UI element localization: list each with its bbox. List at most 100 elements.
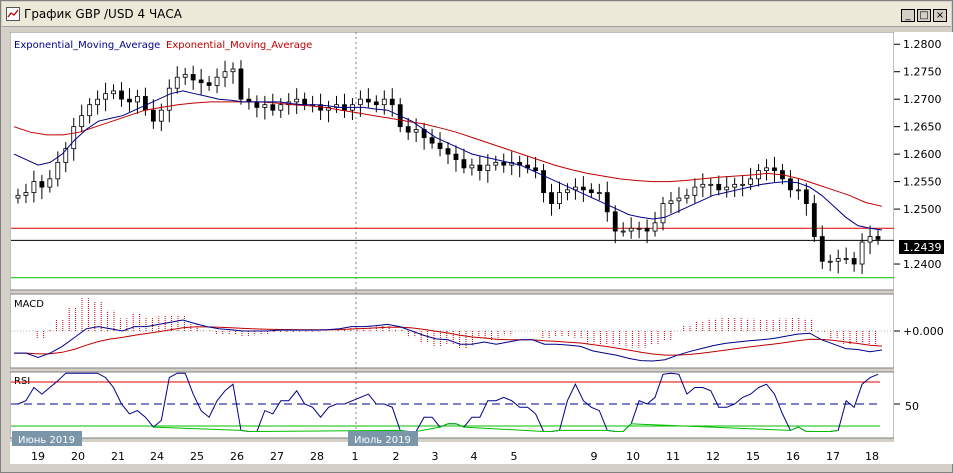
y-tick-label: 1.2550 (903, 176, 942, 189)
candle-body (302, 98, 308, 106)
close-button[interactable]: × (933, 9, 947, 22)
candle-body (596, 192, 602, 194)
x-tick-label: 15 (746, 450, 760, 463)
candle-body (445, 148, 451, 155)
main-panel[interactable] (10, 32, 895, 291)
chart-area[interactable]: Exponential_Moving_Average Exponential_M… (10, 32, 953, 464)
month-tag-july-text: Июль 2019 (354, 435, 411, 446)
x-tick-label: 9 (591, 450, 598, 463)
x-tick-label: 26 (230, 450, 244, 463)
candle-body (461, 159, 467, 169)
candle-body (230, 68, 236, 73)
candle-body (764, 167, 769, 172)
candle-body (692, 186, 698, 196)
month-tag-july (348, 431, 418, 446)
minimize-button[interactable]: _ (901, 9, 915, 22)
candle-body (39, 181, 45, 188)
time-scale (10, 442, 953, 464)
candle-body (660, 203, 666, 224)
candle-body (668, 200, 674, 204)
candle-body (740, 183, 746, 186)
candle-body (55, 161, 61, 180)
maximize-button[interactable]: □ (917, 9, 931, 22)
candle-body (373, 101, 379, 106)
candle-body (174, 76, 180, 89)
candle-body (549, 192, 554, 204)
x-tick-label: 10 (626, 450, 640, 463)
x-tick-label: 5 (511, 450, 518, 463)
rsi-level-value: 50 (905, 400, 919, 413)
title-bar[interactable]: График GBP /USD 4 ЧАСА _ □ × (2, 2, 951, 27)
candle-body (819, 236, 825, 262)
candle-body (270, 104, 276, 111)
current-price-label: 1.2439 (903, 241, 942, 254)
x-tick-label: 19 (31, 450, 45, 463)
candle-body (182, 74, 188, 78)
candle-body (684, 194, 690, 199)
y-tick-label: 1.2750 (903, 66, 942, 79)
candle-body (31, 181, 37, 193)
candle-body (95, 98, 101, 106)
y-tick-label: 1.2600 (903, 148, 942, 161)
candle-body (206, 82, 212, 86)
price-chart[interactable]: Exponential_Moving_Average Exponential_M… (10, 32, 953, 464)
y-tick-label: 1.2800 (903, 38, 942, 51)
candle-body (557, 192, 562, 204)
candle-body (381, 98, 387, 106)
candle-body (501, 161, 507, 166)
candle-body (119, 90, 124, 100)
x-axis-labels: 19 20 21 24 25 26 27 28 1 2 3 4 5 9 10 11 12 15 16 17 18 (31, 450, 879, 463)
y-tick-label: 1.2400 (903, 258, 942, 271)
candle-body (222, 71, 228, 78)
candle-body (525, 164, 531, 169)
candle-body (788, 178, 793, 191)
candle-body (190, 74, 196, 81)
candle-body (533, 167, 538, 172)
candle-body (795, 189, 801, 192)
candle-body (732, 183, 738, 188)
candle-body (405, 126, 411, 133)
candle-body (358, 98, 363, 106)
candle-body (63, 148, 69, 163)
candle-body (612, 211, 618, 232)
candle-body (604, 192, 610, 213)
x-tick-label: 27 (270, 450, 284, 463)
x-tick-label: 17 (826, 450, 840, 463)
candle-body (588, 189, 594, 193)
candle-body (103, 93, 108, 100)
x-tick-label: 3 (432, 450, 439, 463)
y-tick-label: 1.2500 (903, 203, 942, 216)
x-tick-label: 28 (310, 450, 324, 463)
y-tick-label: 1.2700 (903, 93, 942, 106)
candle-body (580, 186, 586, 191)
y-tick-label: 1.2650 (903, 121, 942, 134)
legend-ema-fast: Exponential_Moving_Average (14, 40, 160, 51)
window-title: График GBP /USD 4 ЧАСА (24, 7, 182, 21)
candle-body (127, 98, 132, 103)
candle-body (254, 101, 260, 108)
candle-body (87, 104, 93, 117)
candle-body (71, 126, 77, 150)
candle-body (541, 170, 546, 193)
x-tick-label: 21 (111, 450, 125, 463)
candle-body (700, 183, 706, 188)
macd-main-line (14, 319, 883, 362)
candle-body (262, 104, 268, 108)
candle-body (676, 197, 682, 202)
candle-body (644, 227, 650, 232)
x-tick-label: 25 (190, 450, 204, 463)
candle-body (111, 90, 116, 95)
candle-body (469, 164, 475, 169)
candle-body (628, 227, 634, 232)
candle-body (413, 129, 419, 133)
y-axis-ticks: 1.2800 1.2750 1.2700 1.2650 1.2600 1.2550 1.25… (894, 38, 942, 271)
candle-body (389, 98, 395, 106)
month-tag-june (12, 431, 82, 446)
candle-body (135, 96, 140, 103)
candle-body (875, 236, 881, 240)
candle-body (278, 104, 284, 111)
candle-body (565, 189, 570, 193)
candle-body (652, 222, 658, 232)
candle-body (835, 258, 841, 262)
